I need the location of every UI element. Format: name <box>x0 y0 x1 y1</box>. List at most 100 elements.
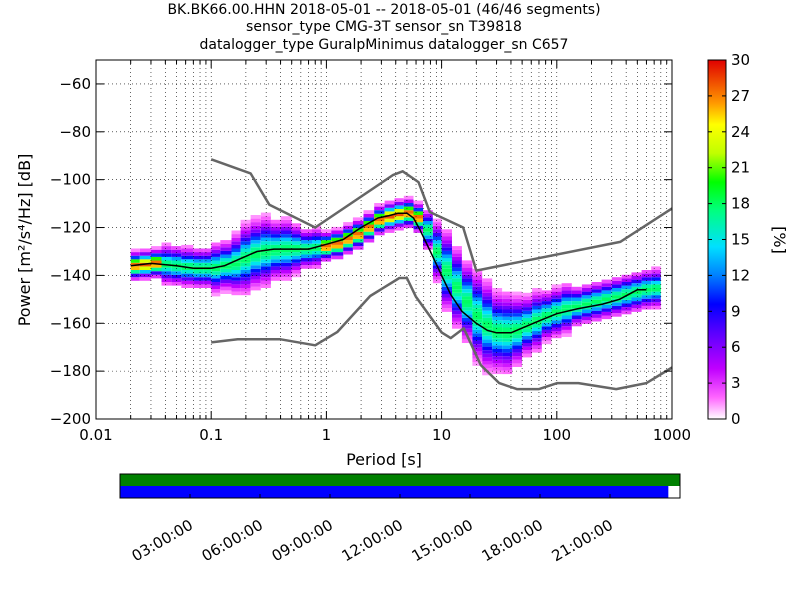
density-cell <box>321 240 332 244</box>
density-cell <box>441 247 452 251</box>
density-cell <box>343 243 353 248</box>
density-cell <box>512 313 523 317</box>
density-cell <box>482 361 493 365</box>
density-cell <box>492 316 503 321</box>
time-tick-label: 06:00:00 <box>199 516 266 565</box>
density-cell <box>591 317 602 322</box>
density-cell <box>403 195 414 200</box>
density-cell <box>291 234 301 238</box>
density-cell <box>250 218 261 223</box>
density-cell <box>211 285 221 290</box>
density-cell <box>482 357 493 361</box>
density-cell <box>532 313 542 317</box>
density-cell <box>502 309 513 314</box>
density-cell <box>280 230 292 235</box>
density-cell <box>441 250 452 255</box>
density-cell <box>211 264 221 268</box>
density-cell <box>250 272 261 276</box>
density-cell <box>651 270 661 274</box>
density-cell <box>571 297 582 302</box>
density-cell <box>280 273 292 278</box>
density-cell <box>220 261 232 266</box>
density-cell <box>472 293 483 298</box>
time-tick-label: 21:00:00 <box>549 516 616 565</box>
density-cell <box>472 326 483 330</box>
density-cell <box>300 232 312 237</box>
density-cell <box>502 366 513 371</box>
density-cell <box>220 290 232 294</box>
density-cell <box>130 255 140 260</box>
density-cell <box>571 286 582 291</box>
density-cell <box>561 297 572 302</box>
density-cell <box>291 259 301 263</box>
density-cell <box>631 304 642 309</box>
density-cell <box>211 256 221 261</box>
density-cell <box>482 371 493 376</box>
density-cell <box>260 219 271 224</box>
density-cell <box>250 276 261 280</box>
density-cell <box>452 296 462 300</box>
density-cell <box>161 264 172 268</box>
density-cell <box>270 255 281 260</box>
density-cell <box>250 283 261 287</box>
density-cell <box>621 289 632 293</box>
density-cell <box>512 345 523 349</box>
density-cell <box>139 277 151 281</box>
density-cell <box>211 278 221 282</box>
noise-model-lines <box>130 158 673 391</box>
density-cell <box>472 344 483 348</box>
density-cell <box>551 327 562 332</box>
density-cell <box>270 241 281 245</box>
density-cell <box>482 339 493 343</box>
density-cell <box>452 264 462 268</box>
density-cell <box>130 277 140 281</box>
density-cell <box>621 285 632 290</box>
density-cell <box>522 310 532 315</box>
density-cell <box>331 234 344 238</box>
density-cell <box>452 253 462 257</box>
density-cell <box>203 255 212 260</box>
density-cell <box>291 255 301 260</box>
density-cell <box>413 211 424 215</box>
density-cell <box>631 276 642 280</box>
density-cell <box>541 333 552 337</box>
density-cell <box>363 228 375 232</box>
density-cell <box>581 313 592 317</box>
density-cell <box>581 309 592 314</box>
density-cell <box>641 291 652 296</box>
density-cell <box>240 248 251 253</box>
density-cell <box>139 252 151 256</box>
density-cell <box>441 308 452 312</box>
density-cell <box>321 247 332 251</box>
density-cell <box>601 283 612 287</box>
density-cell <box>561 301 572 305</box>
density-cell <box>220 250 232 255</box>
x-tick-label: 1 <box>322 426 332 444</box>
density-cell <box>384 222 395 226</box>
density-cell <box>541 340 552 345</box>
density-cell <box>571 301 582 305</box>
density-cell <box>130 273 140 278</box>
density-cell <box>621 310 632 315</box>
density-cell <box>312 240 322 244</box>
density-cell <box>512 320 523 324</box>
density-cell <box>193 255 204 260</box>
density-cell <box>492 291 503 296</box>
density-cell <box>512 327 523 332</box>
density-cell <box>432 222 442 226</box>
density-cell <box>522 346 532 351</box>
density-cell <box>403 221 414 225</box>
density-cell <box>502 313 513 317</box>
density-cell <box>571 322 582 327</box>
density-cell <box>441 243 452 248</box>
density-cell <box>472 319 483 323</box>
density-cell <box>532 323 542 328</box>
density-cell <box>472 283 483 287</box>
density-cell <box>374 217 385 221</box>
density-cell <box>193 280 204 285</box>
density-cell <box>384 204 395 208</box>
title-line-3: datalogger_type GuralpMinimus datalogger… <box>199 37 569 53</box>
density-cell <box>631 286 642 291</box>
density-cell <box>461 271 473 275</box>
density-cell <box>512 334 523 339</box>
